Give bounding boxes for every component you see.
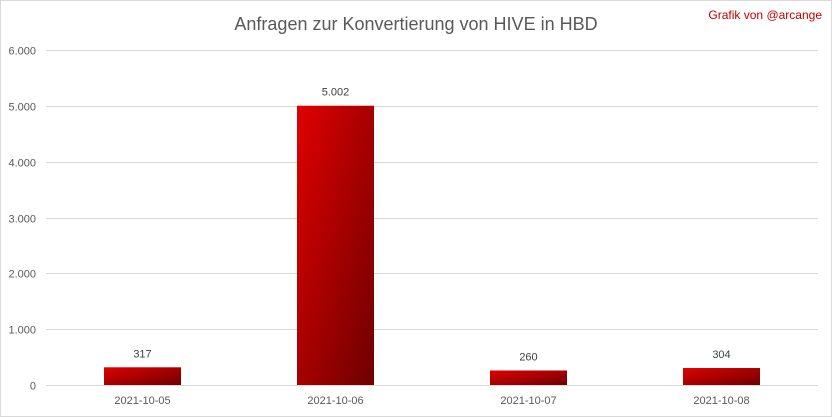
x-tick-label: 2021-10-05	[114, 395, 170, 407]
y-axis-ticks: 0 1.000 2.000 3.000 4.000 5.000 6.000	[8, 46, 36, 393]
y-tick-label: 6.000	[8, 46, 36, 58]
x-axis-ticks: 2021-10-05 2021-10-06 2021-10-07 2021-10-08	[114, 395, 749, 407]
bars	[104, 105, 760, 385]
chart-credit: Grafik von @arcange	[708, 8, 822, 22]
x-tick-label: 2021-10-08	[693, 395, 749, 407]
bar	[490, 370, 567, 385]
gridlines	[46, 50, 818, 386]
y-tick-label: 5.000	[8, 102, 36, 114]
data-label: 317	[133, 348, 151, 360]
x-tick-label: 2021-10-07	[500, 395, 556, 407]
y-tick-label: 3.000	[8, 214, 36, 226]
data-label: 5.002	[322, 87, 350, 99]
data-label: 260	[519, 351, 537, 363]
bar	[104, 367, 181, 385]
x-tick-label: 2021-10-06	[307, 395, 363, 407]
y-tick-label: 2.000	[8, 269, 36, 281]
data-label: 304	[712, 349, 730, 361]
y-tick-label: 1.000	[8, 325, 36, 337]
data-labels: 317 5.002 260 304	[133, 87, 730, 364]
chart-title: Anfragen zur Konvertierung von HIVE in H…	[234, 14, 598, 34]
y-tick-label: 4.000	[8, 158, 36, 170]
bar	[297, 105, 374, 385]
bar	[683, 368, 760, 385]
y-tick-label: 0	[30, 381, 36, 393]
